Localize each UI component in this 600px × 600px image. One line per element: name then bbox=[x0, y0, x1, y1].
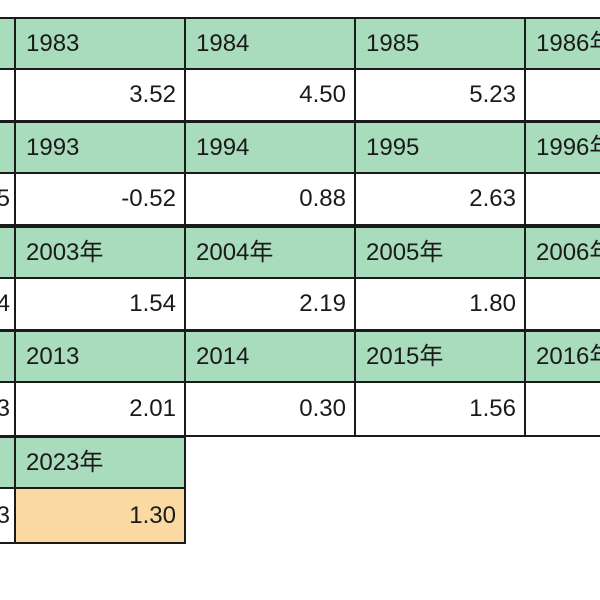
header-cell-2014: 2014 bbox=[184, 330, 356, 383]
value-cell-2006 bbox=[524, 277, 600, 331]
header-cell-1984: 1984 bbox=[184, 17, 356, 70]
header-cell-1986: 1986年 bbox=[524, 17, 600, 70]
value-cell-2015: 1.56 bbox=[354, 381, 526, 437]
value-cell-1986 bbox=[524, 68, 600, 122]
value-cell-1995: 2.63 bbox=[354, 172, 526, 226]
header-cell-1995: 1995 bbox=[354, 121, 526, 174]
header-cell-2004: 2004年 bbox=[184, 226, 356, 279]
value-cell-2014: 0.30 bbox=[184, 381, 356, 437]
value-cell-2005: 1.80 bbox=[354, 277, 526, 331]
value-cell-1996 bbox=[524, 172, 600, 226]
header-cell-1994: 1994 bbox=[184, 121, 356, 174]
header-cell-2006: 2006年 bbox=[524, 226, 600, 279]
header-cell-2016: 2016年 bbox=[524, 330, 600, 383]
value-cell-1994: 0.88 bbox=[184, 172, 356, 226]
value-cell-1985: 5.23 bbox=[354, 68, 526, 122]
header-cell-1993: 1993 bbox=[14, 121, 186, 174]
header-cell-1983: 1983 bbox=[14, 17, 186, 70]
header-cell-2013: 2013 bbox=[14, 330, 186, 383]
header-cell-2005: 2005年 bbox=[354, 226, 526, 279]
header-cell-1985: 1985 bbox=[354, 17, 526, 70]
value-cell-2003: 1.54 bbox=[14, 277, 186, 331]
value-cell-2016 bbox=[524, 381, 600, 437]
header-cell-2015: 2015年 bbox=[354, 330, 526, 383]
value-cell-2013: 2.01 bbox=[14, 381, 186, 437]
header-cell-2023: 2023年 bbox=[14, 436, 186, 489]
value-cell-1993: -0.52 bbox=[14, 172, 186, 226]
value-cell-2004: 2.19 bbox=[184, 277, 356, 331]
header-cell-2003: 2003年 bbox=[14, 226, 186, 279]
value-cell-1984: 4.50 bbox=[184, 68, 356, 122]
value-cell-1983: 3.52 bbox=[14, 68, 186, 122]
value-cell-2023-highlighted: 1.30 bbox=[14, 487, 186, 544]
header-cell-1996: 1996年 bbox=[524, 121, 600, 174]
